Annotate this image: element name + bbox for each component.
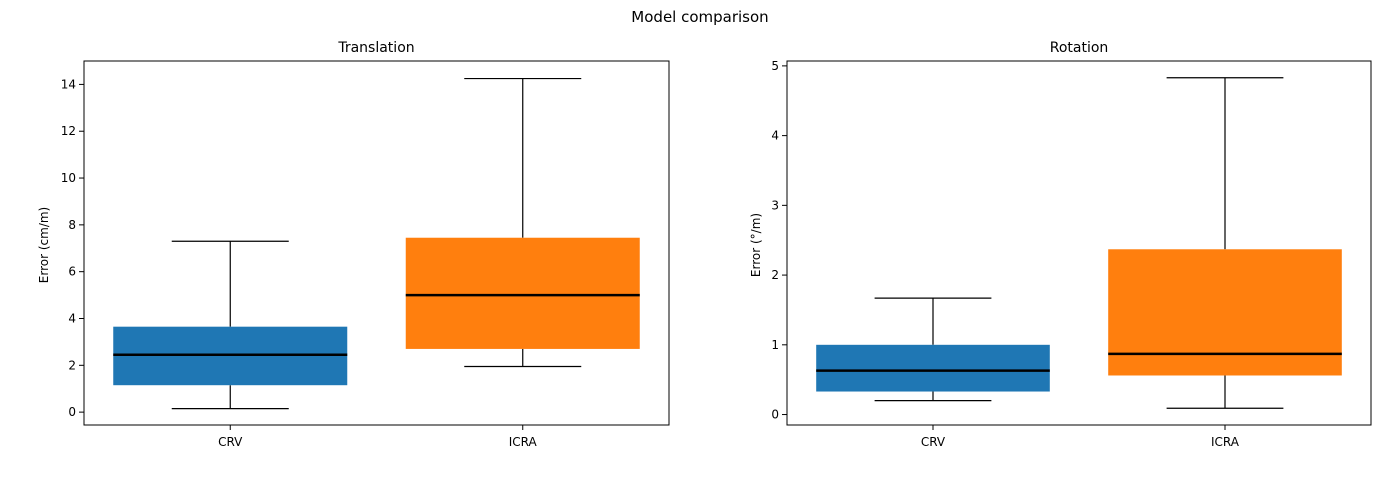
box-icra bbox=[405, 77, 640, 368]
translation-panel: Translation Error (cm/m) CRV ICRA 0 2 4 6 8 10 1… bbox=[37, 40, 670, 449]
y-tick-label: 2 bbox=[68, 358, 76, 372]
box-body bbox=[1108, 249, 1342, 376]
y-tick-label: 1 bbox=[771, 338, 779, 352]
y-tick-label: 4 bbox=[68, 311, 76, 325]
x-tick-label: CRV bbox=[921, 435, 946, 449]
box-crv bbox=[113, 240, 348, 410]
y-axis-label: Error (°/m) bbox=[749, 213, 763, 277]
box-icra bbox=[1108, 77, 1342, 409]
plot-frame bbox=[83, 60, 670, 426]
panel-title: Rotation bbox=[1050, 40, 1109, 56]
y-tick-label: 12 bbox=[61, 124, 76, 138]
rotation-plot-area: CRV ICRA 0 1 2 3 4 5 bbox=[771, 59, 1372, 449]
y-axis-label: Error (cm/m) bbox=[37, 207, 51, 283]
box-crv bbox=[816, 297, 1050, 402]
y-tick-label: 14 bbox=[61, 77, 76, 91]
y-tick-label: 8 bbox=[68, 218, 76, 232]
y-tick-label: 10 bbox=[61, 171, 76, 185]
rotation-panel: Rotation Error (°/m) CRV ICRA 0 1 2 3 4 5 bbox=[749, 40, 1372, 449]
plot-frame bbox=[786, 60, 1372, 426]
figure-title: Model comparison bbox=[631, 8, 768, 26]
y-tick-label: 0 bbox=[771, 408, 779, 422]
panel-title: Translation bbox=[337, 40, 414, 56]
x-tick-label: ICRA bbox=[1211, 435, 1240, 449]
y-tick-label: 5 bbox=[771, 59, 779, 73]
y-tick-label: 2 bbox=[771, 268, 779, 282]
y-tick-label: 0 bbox=[68, 405, 76, 419]
y-tick-label: 4 bbox=[771, 129, 779, 143]
x-tick-label: CRV bbox=[218, 435, 243, 449]
translation-plot-area: CRV ICRA 0 2 4 6 8 10 12 14 bbox=[61, 60, 670, 449]
x-tick-label: ICRA bbox=[509, 435, 538, 449]
box-body bbox=[816, 344, 1050, 392]
y-tick-label: 6 bbox=[68, 265, 76, 279]
y-tick-label: 3 bbox=[771, 198, 779, 212]
box-body bbox=[405, 237, 640, 349]
